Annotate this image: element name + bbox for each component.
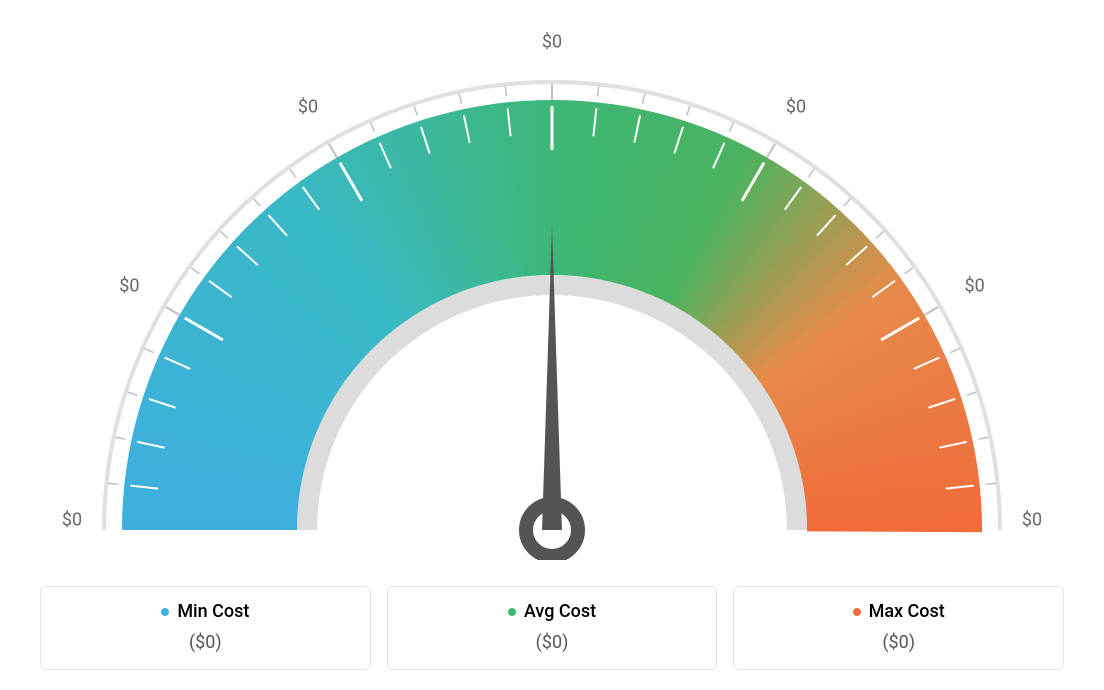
legend-card-avg: Avg Cost ($0)	[387, 586, 718, 671]
legend-value-avg: ($0)	[398, 632, 707, 653]
gauge-scale-label: $0	[119, 276, 139, 297]
legend-title-max: Max Cost	[853, 601, 945, 622]
gauge-svg	[0, 0, 1104, 560]
legend-card-min: Min Cost ($0)	[40, 586, 371, 671]
legend-label-avg: Avg Cost	[524, 601, 596, 622]
gauge-scale-label: $0	[542, 32, 562, 53]
legend-label-max: Max Cost	[869, 601, 945, 622]
legend-dot-min	[161, 608, 169, 616]
legend-value-min: ($0)	[51, 632, 360, 653]
gauge-scale-label: $0	[62, 510, 82, 531]
legend-title-min: Min Cost	[161, 601, 249, 622]
legend-label-min: Min Cost	[177, 601, 249, 622]
cost-gauge-chart: $0 $0 $0 $0 $0 $0 $0 Min Cost ($0) Avg Cost ($…	[0, 0, 1104, 690]
gauge-scale-label: $0	[964, 276, 984, 297]
legend-dot-max	[853, 608, 861, 616]
gauge-area: $0 $0 $0 $0 $0 $0 $0	[0, 0, 1104, 560]
legend-dot-avg	[508, 608, 516, 616]
gauge-scale-label: $0	[298, 97, 318, 118]
legend-row: Min Cost ($0) Avg Cost ($0) Max Cost ($0…	[40, 586, 1064, 671]
gauge-scale-label: $0	[786, 97, 806, 118]
legend-title-avg: Avg Cost	[508, 601, 596, 622]
gauge-scale-label: $0	[1022, 510, 1042, 531]
legend-value-max: ($0)	[744, 632, 1053, 653]
legend-card-max: Max Cost ($0)	[733, 586, 1064, 671]
